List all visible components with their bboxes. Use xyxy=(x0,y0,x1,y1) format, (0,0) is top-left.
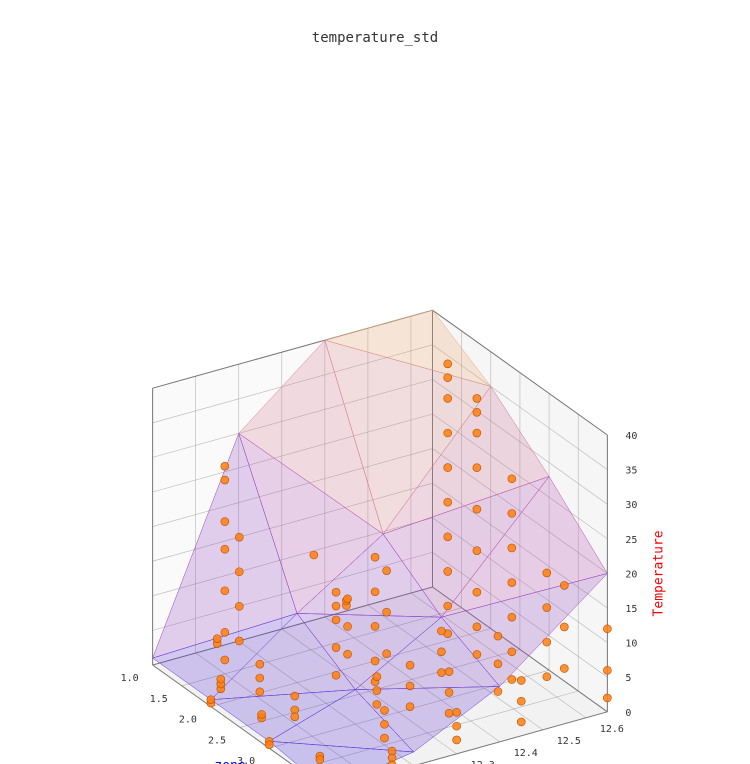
svg-text:25: 25 xyxy=(625,535,637,546)
svg-text:12.3: 12.3 xyxy=(471,760,495,764)
chart-svg: 1.01.52.02.53.03.54.012.012.112.212.312.… xyxy=(0,0,750,764)
svg-text:1.5: 1.5 xyxy=(150,694,168,705)
svg-text:2.5: 2.5 xyxy=(208,735,226,746)
svg-text:30: 30 xyxy=(625,500,637,511)
svg-text:40: 40 xyxy=(625,431,637,442)
svg-text:Temperature: Temperature xyxy=(651,530,666,616)
svg-text:zone: zone xyxy=(214,758,245,764)
svg-text:5: 5 xyxy=(625,673,631,684)
svg-text:1.0: 1.0 xyxy=(121,673,139,684)
chart-stage: temperature_std 1.01.52.02.53.03.54.012.… xyxy=(0,0,750,764)
svg-text:12.6: 12.6 xyxy=(600,724,624,735)
svg-text:2.0: 2.0 xyxy=(179,715,197,726)
svg-text:15: 15 xyxy=(625,604,637,615)
chart-title: temperature_std xyxy=(0,30,750,46)
svg-text:35: 35 xyxy=(625,466,637,477)
svg-text:0: 0 xyxy=(625,708,631,719)
svg-text:10: 10 xyxy=(625,639,637,650)
svg-text:12.4: 12.4 xyxy=(514,748,538,759)
svg-text:12.5: 12.5 xyxy=(557,736,581,747)
svg-text:20: 20 xyxy=(625,569,637,580)
